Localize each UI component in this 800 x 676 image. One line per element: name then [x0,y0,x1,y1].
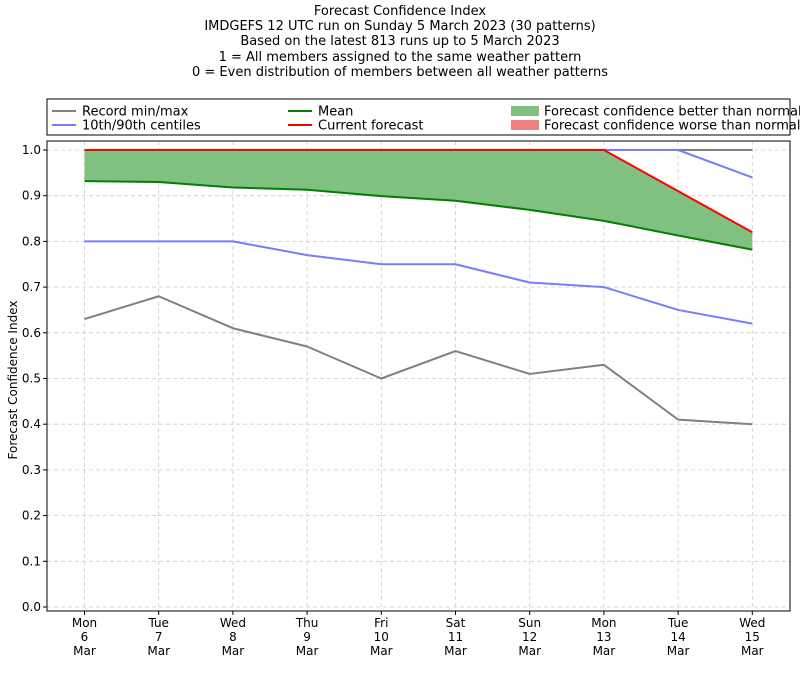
legend-label: Forecast confidence better than normal [544,105,800,120]
chart-axes: 0.00.10.20.30.40.50.60.70.80.91.0Mon6Mar… [22,143,765,658]
chart-subtitle-line-2: Based on the latest 813 runs up to 5 Mar… [240,34,560,50]
x-tick-label: Mar [147,644,170,658]
y-tick-label: 0.0 [22,600,41,614]
x-tick-label: Mar [73,644,96,658]
chart-subtitle-line-3: 1 = All members assigned to the same wea… [218,49,582,65]
x-tick-label: Mar [296,644,319,658]
record-min-line [84,295,753,426]
x-tick-label: Wed [739,616,765,630]
y-tick-label: 0.8 [22,234,41,248]
x-tick-label: 6 [81,630,89,644]
confidence-fill-layer [84,150,753,250]
y-tick-label: 0.1 [22,554,41,568]
better-than-normal-fill [84,150,753,250]
x-tick-label: Sun [518,616,541,630]
y-tick-label: 0.4 [22,417,41,431]
legend-label: 10th/90th centiles [82,119,201,134]
x-tick-label: Thu [295,616,319,630]
current-forecast-line [84,149,753,234]
x-tick-label: Mar [667,644,690,658]
x-tick-label: 7 [155,630,163,644]
mean-line [84,180,753,251]
y-tick-label: 0.7 [22,280,41,294]
chart-legend: Record min/max Mean Forecast confidence be… [46,98,800,136]
legend-label: Mean [318,105,353,120]
chart-subtitle-line-4: 0 = Even distribution of members between… [191,64,609,80]
legend-patch-swatch [511,106,539,116]
legend-label: Record min/max [82,105,189,120]
x-tick-label: 8 [229,630,237,644]
x-tick-label: 12 [522,630,537,644]
legend-label: Current forecast [318,119,424,134]
x-tick-label: Fri [374,616,388,630]
x-tick-label: 13 [596,630,611,644]
x-tick-label: Tue [147,616,169,630]
chart-title: Forecast Confidence Index [313,4,487,19]
x-tick-label: Mar [370,644,393,658]
x-tick-label: Mar [222,644,245,658]
y-tick-label: 0.5 [22,372,41,386]
x-tick-label: Mar [593,644,616,658]
legend-label: Forecast confidence worse than normal [544,119,800,134]
y-tick-label: 1.0 [22,143,41,157]
p10-line [84,240,753,325]
plot-frame [46,140,791,612]
x-tick-label: 9 [303,630,311,644]
x-tick-label: Mon [591,616,616,630]
y-axis-label: Forecast Confidence Index [6,301,20,460]
x-tick-label: 10 [374,630,389,644]
legend-box [46,98,791,136]
x-tick-label: Tue [667,616,689,630]
y-tick-label: 0.6 [22,326,41,340]
x-tick-label: Mar [741,644,764,658]
chart-subtitle-line-1: IMDGEFS 12 UTC run on Sunday 5 March 202… [204,19,596,35]
x-tick-label: Sat [446,616,466,630]
series-lines-layer [84,149,753,426]
x-tick-label: 11 [448,630,463,644]
chart-title-block: Forecast Confidence Index IMDGEFS 12 UTC… [0,4,800,80]
x-tick-label: 14 [670,630,685,644]
y-tick-label: 0.9 [22,189,41,203]
x-tick-label: Wed [220,616,246,630]
x-tick-label: 15 [745,630,760,644]
x-tick-label: Mar [518,644,541,658]
y-tick-label: 0.2 [22,509,41,523]
legend-patch-swatch [511,120,539,130]
x-tick-label: Mar [444,644,467,658]
x-tick-label: Mon [72,616,97,630]
y-tick-label: 0.3 [22,463,41,477]
